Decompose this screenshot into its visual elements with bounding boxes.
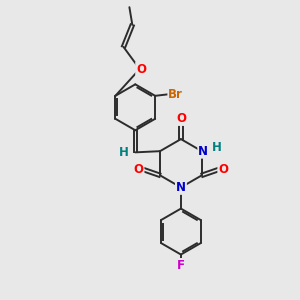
Text: O: O (136, 62, 146, 76)
Text: O: O (218, 163, 228, 176)
Text: H: H (212, 141, 222, 154)
Text: N: N (198, 145, 208, 158)
Text: N: N (176, 181, 186, 194)
Text: F: F (177, 259, 185, 272)
Text: H: H (119, 146, 129, 159)
Text: Br: Br (168, 88, 183, 101)
Text: O: O (134, 163, 143, 176)
Text: O: O (176, 112, 186, 125)
